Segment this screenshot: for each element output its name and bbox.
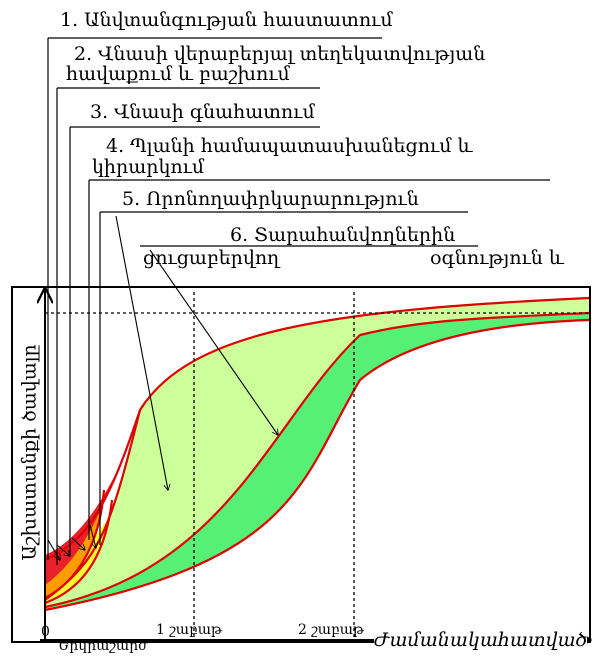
step-6-label-line2a: ցուցաբերվող [143, 247, 280, 269]
step-4-label-line2: կիրարկում [92, 156, 205, 178]
curve-outlines [44, 296, 590, 612]
step-2-label-line2: հավաքում և բաշխում [66, 63, 290, 85]
plot-frame [11, 286, 591, 643]
leader-lines [47, 37, 550, 565]
step-1-label: 1. Անվտանգության հաստատում [60, 9, 393, 31]
reference-lines [45, 292, 589, 642]
earthquake-label: Երկրաշարժ [58, 638, 148, 654]
x-axis-label: Ժամանակահատված [374, 629, 588, 651]
week-2-label: 2 շաբաթ [298, 622, 365, 638]
step-6-label-line1: 6. Տարահանվողներին [230, 224, 456, 246]
step-3-label: 3. Վնասի գնահատում [90, 101, 315, 123]
step-2-label-line1: 2. Վնասի վերաբերյալ տեղեկատվության [74, 43, 486, 65]
y-axis-label: Աշխատանքի ծավալը [18, 344, 41, 561]
band-damage-info [45, 475, 115, 585]
step-5-label: 5. Որոնողափրկարարություն [122, 188, 419, 210]
band-evacuee-support [45, 298, 589, 607]
step-6-label-line2b: օգնություն և [430, 247, 564, 269]
pointer-arrows [47, 215, 278, 560]
step-4-label-line1: 4. Պլանի համապատասխանեցում և [106, 135, 473, 157]
origin-label: 0 [41, 624, 50, 640]
band-damage-assessment [45, 500, 104, 598]
week-1-label: 1 շաբաթ [156, 622, 223, 638]
